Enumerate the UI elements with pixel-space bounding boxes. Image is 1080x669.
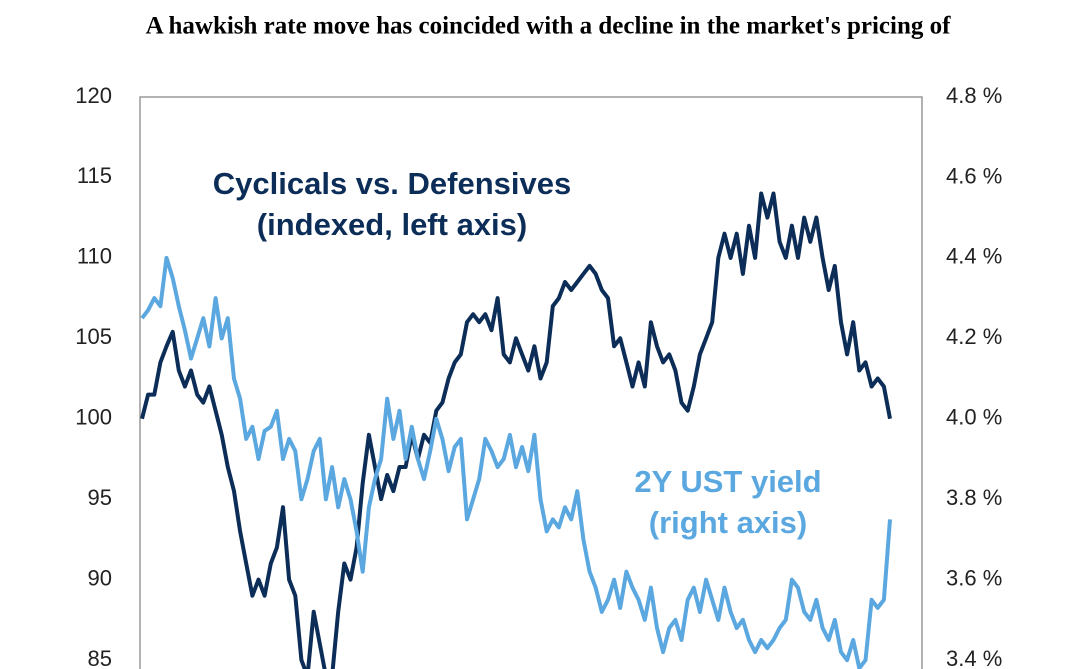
y-tick-label: 90: [88, 565, 112, 590]
y-tick-label: 100: [75, 405, 112, 430]
y2-tick-label: 4.0 %: [946, 405, 1002, 430]
annotation: 2Y UST yield: [634, 464, 821, 499]
annotation: (right axis): [649, 505, 807, 540]
chart-title: A hawkish rate move has coincided with a…: [146, 13, 952, 40]
annotation: Cyclicals vs. Defensives: [213, 166, 571, 201]
annotation: (indexed, left axis): [257, 207, 527, 242]
series-line: [140, 255, 892, 669]
y2-tick-label: 3.4 %: [946, 646, 1002, 669]
y-tick-label: 95: [88, 485, 112, 510]
y-tick-label: 120: [75, 83, 112, 108]
y-tick-label: 85: [88, 646, 112, 669]
y2-tick-label: 4.4 %: [946, 244, 1002, 269]
plot-frame: [139, 96, 923, 669]
plot-area: [140, 191, 892, 669]
y-tick-label: 105: [75, 324, 112, 349]
y2-tick-label: 3.8 %: [946, 485, 1002, 510]
y2-tick-label: 3.6 %: [946, 566, 1002, 591]
series-line: [140, 191, 892, 669]
y2-tick-label: 4.6 %: [946, 163, 1002, 188]
y2-tick-label: 4.2 %: [946, 324, 1002, 349]
y-tick-label: 115: [77, 163, 112, 188]
y2-tick-label: 4.8 %: [946, 83, 1002, 108]
y-tick-label: 110: [77, 244, 112, 269]
